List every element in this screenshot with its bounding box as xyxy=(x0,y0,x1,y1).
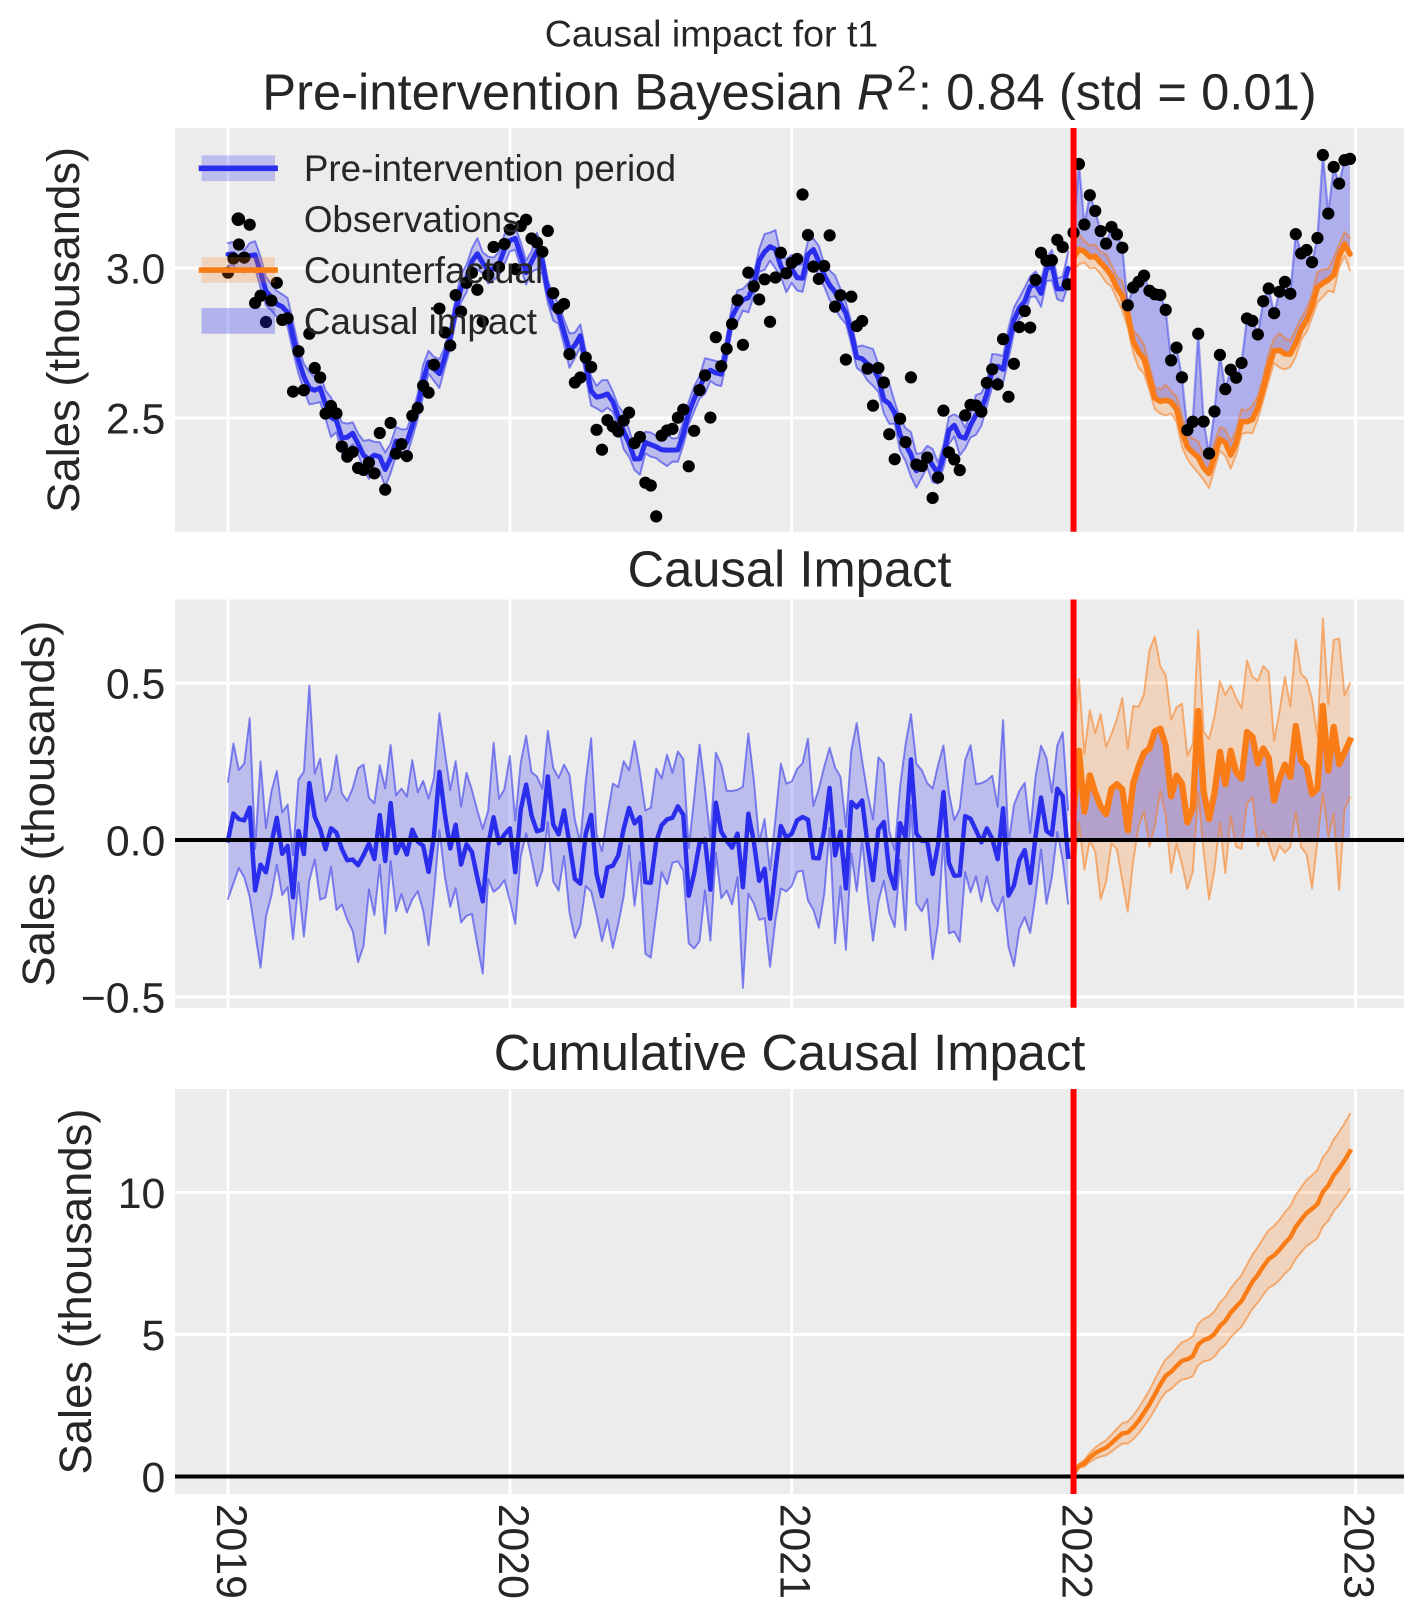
svg-text:Counterfactual: Counterfactual xyxy=(304,250,543,291)
svg-text:3.0: 3.0 xyxy=(106,246,165,294)
svg-text:0.0: 0.0 xyxy=(106,817,165,865)
svg-text:2020: 2020 xyxy=(489,1504,537,1599)
svg-text:2.5: 2.5 xyxy=(106,396,165,444)
svg-text:10: 10 xyxy=(118,1170,166,1218)
svg-text:2019: 2019 xyxy=(207,1504,255,1599)
svg-text:Sales (thousands): Sales (thousands) xyxy=(13,621,64,987)
svg-text:−0.5: −0.5 xyxy=(81,974,165,1022)
svg-text:Causal impact for t1: Causal impact for t1 xyxy=(545,12,878,54)
svg-text:Causal impact: Causal impact xyxy=(304,301,537,342)
svg-text:Sales (thousands): Sales (thousands) xyxy=(50,1109,101,1475)
svg-text:Cumulative Causal Impact: Cumulative Causal Impact xyxy=(494,1024,1086,1081)
svg-text:P r e -: P r e - i n t e r v e n t i o n B a y e … xyxy=(262,59,1323,121)
svg-text:0.5: 0.5 xyxy=(106,660,165,708)
svg-text:Observations: Observations xyxy=(304,199,521,240)
svg-text:Pre-intervention period: Pre-intervention period xyxy=(304,148,676,189)
svg-text:Causal Impact: Causal Impact xyxy=(628,540,952,597)
svg-text:0: 0 xyxy=(141,1454,165,1502)
svg-text:2023: 2023 xyxy=(1334,1504,1382,1599)
svg-text:2021: 2021 xyxy=(771,1504,819,1599)
svg-text:2022: 2022 xyxy=(1052,1504,1100,1599)
svg-text:5: 5 xyxy=(141,1312,165,1360)
svg-text:Sales (thousands): Sales (thousands) xyxy=(38,147,89,513)
